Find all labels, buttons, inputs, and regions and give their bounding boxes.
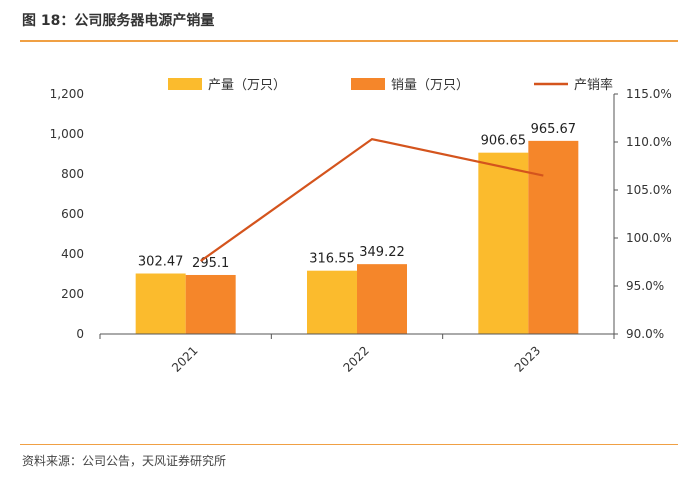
y-left-tick-label: 400 bbox=[61, 247, 84, 261]
bar-data-label: 906.65 bbox=[481, 134, 527, 149]
y-left-tick-label: 1,000 bbox=[50, 127, 84, 141]
y-right-tick-label: 90.0% bbox=[626, 327, 664, 341]
bar-production bbox=[478, 152, 529, 334]
legend-label: 产量（万只） bbox=[208, 78, 286, 93]
y-left-tick-label: 200 bbox=[61, 287, 84, 301]
legend-label: 销量（万只） bbox=[391, 78, 469, 93]
bar-sales bbox=[357, 264, 407, 334]
legend-label: 产销率 bbox=[574, 77, 613, 93]
source-divider bbox=[20, 444, 678, 445]
bar-data-label: 965.67 bbox=[531, 122, 577, 137]
x-tick-label: 2021 bbox=[169, 343, 200, 374]
y-left-tick-label: 800 bbox=[61, 167, 84, 181]
bar-sales bbox=[528, 140, 579, 334]
x-tick-label: 2023 bbox=[512, 343, 543, 374]
y-right-tick-label: 110.0% bbox=[626, 135, 672, 149]
bar-production bbox=[135, 273, 186, 334]
y-left-tick-label: 600 bbox=[61, 207, 84, 221]
bar-production bbox=[307, 270, 357, 334]
y-right-tick-label: 100.0% bbox=[626, 231, 672, 245]
y-right-tick-label: 105.0% bbox=[626, 183, 672, 197]
bar-sales bbox=[185, 274, 236, 334]
legend-swatch bbox=[168, 78, 202, 90]
title-divider bbox=[20, 40, 678, 42]
bar-data-label: 349.22 bbox=[359, 245, 405, 260]
figure-title: 图 18：公司服务器电源产销量 bbox=[22, 13, 215, 29]
bar-data-label: 295.1 bbox=[192, 256, 229, 271]
x-tick-label: 2022 bbox=[340, 343, 371, 374]
bar-data-label: 316.55 bbox=[309, 252, 355, 267]
y-left-tick-label: 1,200 bbox=[50, 87, 84, 101]
bar-data-label: 302.47 bbox=[138, 255, 184, 270]
source-note: 资料来源：公司公告，天风证券研究所 bbox=[22, 454, 227, 468]
y-left-tick-label: 0 bbox=[76, 327, 84, 341]
legend-swatch bbox=[351, 78, 385, 90]
sales-rate-line bbox=[200, 137, 544, 262]
y-right-tick-label: 115.0% bbox=[626, 87, 672, 101]
y-right-tick-label: 95.0% bbox=[626, 279, 664, 293]
